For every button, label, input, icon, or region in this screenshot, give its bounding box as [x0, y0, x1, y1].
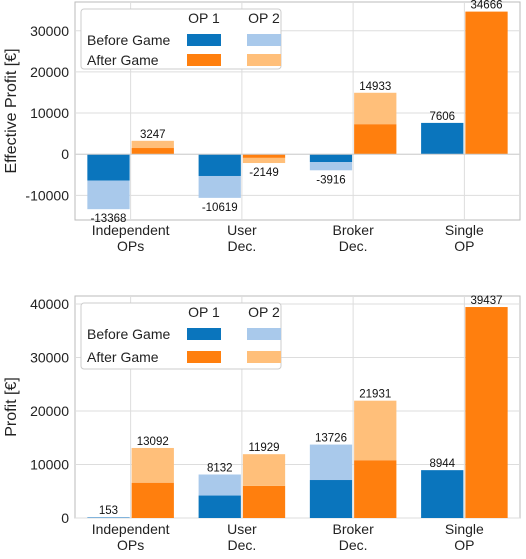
data-label: 21931: [359, 389, 391, 401]
bar-op1: [465, 12, 507, 155]
bar-op1: [354, 124, 396, 154]
x-tick-label: User: [227, 521, 257, 537]
data-label: -13368: [91, 213, 127, 225]
legend-swatch: [187, 34, 221, 46]
bar-op1: [199, 496, 241, 518]
y-axis-label: Effective Profit [€]: [3, 48, 20, 173]
legend: OP 1 OP 2 Before Game After Game: [81, 9, 281, 69]
bar-op1: [132, 483, 174, 518]
bar-op2: [199, 474, 241, 495]
data-label: -10619: [202, 202, 238, 214]
x-tick-label: OPs: [117, 238, 144, 254]
bar-op1: [243, 486, 285, 518]
x-tick-label: User: [227, 222, 257, 238]
data-label: 39437: [471, 295, 503, 307]
y-axis-label: Profit [€]: [3, 377, 20, 437]
x-tick-label: Broker: [333, 222, 375, 238]
data-label: 3247: [140, 129, 166, 141]
bar-op1: [132, 148, 174, 154]
y-tick-label: 0: [61, 146, 69, 162]
x-tick-label: Broker: [333, 521, 375, 537]
y-tick-label: 30000: [30, 23, 69, 39]
data-label: 8944: [429, 458, 455, 470]
y-tick-label: -10000: [25, 187, 69, 203]
legend-row-label: Before Game: [87, 326, 170, 342]
legend-column-header: OP 2: [248, 304, 280, 320]
legend-column-header: OP 1: [188, 304, 220, 320]
bar-op2: [132, 141, 174, 148]
chart-panel-2: 010000200003000040000IndependentOPsUserD…: [3, 295, 520, 553]
bar-op2: [354, 401, 396, 461]
legend: OP 1 OP 2 Before Game After Game: [81, 303, 281, 369]
legend-swatch: [187, 351, 221, 363]
legend-column-header: OP 1: [188, 10, 220, 26]
y-tick-label: 40000: [30, 296, 69, 312]
data-label: 11929: [248, 442, 279, 454]
bar-op2: [132, 448, 174, 483]
bar-op1: [465, 307, 507, 518]
bar-op1: [421, 470, 463, 518]
legend-row-label: After Game: [87, 52, 159, 68]
legend-column-header: OP 2: [248, 10, 280, 26]
chart-panel-1: -100000100002000030000IndependentOPsUser…: [3, 0, 520, 254]
bar-op1: [87, 154, 129, 180]
x-tick-label: OP: [454, 238, 474, 254]
y-tick-label: 10000: [30, 105, 69, 121]
data-label: 153: [99, 505, 118, 517]
bar-op1: [354, 460, 396, 518]
data-label: 34666: [471, 0, 503, 12]
bar-op1: [199, 154, 241, 176]
y-tick-label: 30000: [30, 350, 69, 366]
data-label: -2149: [249, 167, 278, 179]
legend-swatch: [187, 54, 221, 66]
legend-swatch: [247, 351, 281, 363]
x-tick-label: Dec.: [227, 537, 256, 553]
x-tick-label: OP: [454, 537, 474, 553]
data-label: -3916: [316, 174, 345, 186]
y-tick-label: 20000: [30, 403, 69, 419]
bar-op2: [354, 93, 396, 124]
bar-op1: [421, 123, 463, 154]
x-tick-label: Dec.: [339, 238, 368, 254]
x-tick-label: Independent: [92, 521, 170, 537]
bar-op1: [243, 154, 285, 158]
x-tick-label: Single: [445, 521, 484, 537]
legend-row-label: After Game: [87, 349, 159, 365]
bar-op2: [310, 445, 352, 480]
y-tick-label: 20000: [30, 64, 69, 80]
data-label: 7606: [429, 111, 455, 123]
legend-swatch: [247, 54, 281, 66]
bar-op2: [243, 158, 285, 163]
x-tick-label: Single: [445, 222, 484, 238]
bar-op2: [199, 176, 241, 198]
bar-op2: [87, 181, 129, 210]
bar-op1: [310, 480, 352, 518]
y-tick-label: 0: [61, 510, 69, 526]
data-label: 14933: [359, 81, 391, 93]
x-tick-label: OPs: [117, 537, 144, 553]
data-label: 13092: [137, 436, 169, 448]
data-label: 13726: [315, 433, 347, 445]
legend-swatch: [247, 328, 281, 340]
bar-op2: [310, 162, 352, 170]
x-tick-label: Dec.: [227, 238, 256, 254]
bar-op2: [243, 454, 285, 486]
legend-swatch: [187, 328, 221, 340]
legend-row-label: Before Game: [87, 32, 170, 48]
bar-op1: [310, 154, 352, 162]
y-tick-label: 10000: [30, 457, 69, 473]
data-label: 8132: [207, 462, 233, 474]
legend-swatch: [247, 34, 281, 46]
x-tick-label: Dec.: [339, 537, 368, 553]
